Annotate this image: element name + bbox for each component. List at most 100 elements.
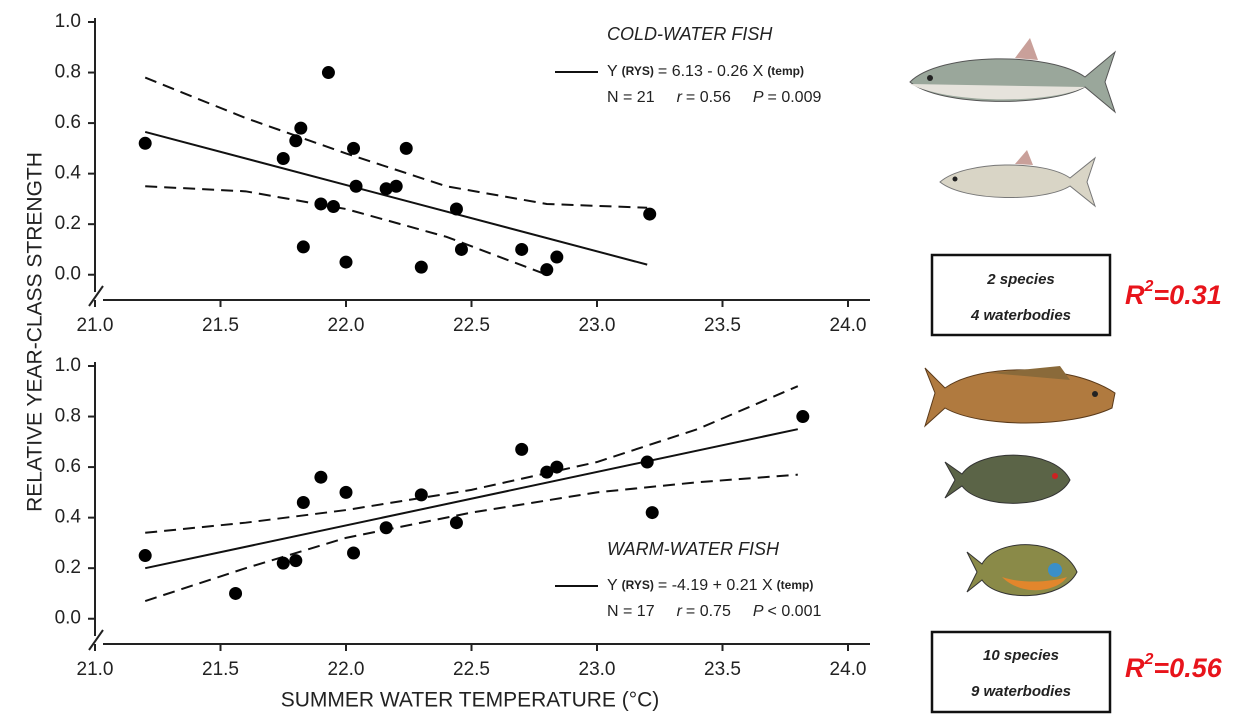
y-tick-label: 0.6 [55,112,81,133]
data-point [454,242,468,256]
statistics-part: N = 17 [607,603,655,620]
data-point [314,470,328,484]
info-box [930,253,1112,337]
equation-part: = 6.13 - 0.26 X [658,63,764,80]
y-tick-label: 0.4 [55,507,82,528]
data-point [643,207,657,221]
x-tick-label: 22.0 [328,315,365,336]
box-text: 4 waterbodies [970,307,1071,324]
panel-title: COLD-WATER FISH [607,24,773,44]
data-point [138,549,152,563]
data-point [289,134,303,148]
equation-part: Y [607,63,618,80]
equation-part: (RYS) [622,578,654,592]
data-point [229,586,243,600]
x-tick-label: 23.0 [579,659,616,680]
r-squared: R2=0.56 [1125,651,1223,683]
axis-break [88,285,104,307]
r-squared-part: R [1125,280,1145,310]
data-point [276,556,290,570]
statistics: N = 21 r = 0.56 P = 0.009 [607,89,821,106]
statistics: N = 17 r = 0.75 P < 0.001 [607,603,821,620]
equation-part: Y [607,577,618,594]
statistics-part: = 0.75 [686,603,731,620]
data-point [414,488,428,502]
fish-illustrations [909,38,1117,596]
y-tick-label: 1.0 [55,11,81,32]
data-point [349,179,363,193]
fit-line [144,428,799,570]
y-tick-label: 0.0 [55,608,81,629]
equation-part: (temp) [777,578,814,592]
y-tick-label: 0.8 [55,62,81,83]
r-squared: R2=0.31 [1125,278,1222,310]
data-point [414,260,428,274]
x-tick-label: 21.0 [77,315,114,336]
data-point [540,263,554,277]
x-tick-label: 23.0 [579,315,616,336]
y-tick-label: 1.0 [55,355,81,376]
data-point [138,136,152,150]
equation-part: (RYS) [622,64,654,78]
data-point [389,179,403,193]
y-tick-label: 0.8 [55,406,81,427]
data-point [276,151,290,165]
x-tick-label: 22.0 [328,659,365,680]
fit-line [144,76,648,209]
data-point [449,516,463,530]
y-tick-label: 0.4 [55,163,82,184]
y-tick-label: 0.2 [55,557,81,578]
data-point [347,141,361,155]
data-point [379,521,393,535]
r-squared-part: R [1125,653,1145,683]
x-tick-label: 24.0 [830,659,867,680]
data-point [515,242,529,256]
equation-part: = -4.19 + 0.21 X [658,577,773,594]
x-tick-label: 22.5 [453,315,490,336]
fit-line [144,473,798,602]
x-tick-label: 21.0 [77,659,114,680]
data-point [321,66,335,80]
box-text: 10 species [983,647,1059,664]
data-point [314,197,328,211]
y-axis-label: RELATIVE YEAR-CLASS STRENGTH [24,152,47,512]
x-tick-label: 22.5 [453,659,490,680]
x-tick-label: 21.5 [202,659,239,680]
info-box [930,630,1112,714]
statistics-part: r [677,603,683,620]
statistics-part: P [753,89,764,106]
statistics-part: r [677,89,683,106]
data-point [399,141,413,155]
panel-title: WARM-WATER FISH [607,539,780,559]
statistics-part: = 0.009 [768,89,822,106]
x-tick-label: 21.5 [202,315,239,336]
statistics-part: < 0.001 [768,603,822,620]
equation: Y (RYS) = 6.13 - 0.26 X (temp) [607,63,804,80]
statistics-part: P [753,603,764,620]
data-point [296,240,310,254]
r-squared-part: =0.56 [1153,653,1222,683]
x-axis-label: SUMMER WATER TEMPERATURE (°C) [281,689,660,712]
y-tick-label: 0.6 [55,456,81,477]
box-text: 9 waterbodies [971,683,1071,700]
box-text: 2 species [986,271,1055,288]
x-tick-label: 23.5 [704,659,741,680]
data-point [379,182,393,196]
data-point [339,485,353,499]
fit-line [144,130,648,266]
data-point [645,506,659,520]
data-point [296,495,310,509]
data-point [540,465,554,479]
data-point [347,546,361,560]
axis-break [88,629,104,651]
r-squared-part: 2 [1144,278,1154,295]
data-point [550,460,564,474]
data-point [339,255,353,269]
fit-line [145,185,548,276]
r-squared-part: 2 [1144,651,1154,668]
y-tick-label: 0.2 [55,213,81,234]
data-point [289,554,303,568]
data-point [640,455,654,469]
data-point [294,121,308,135]
